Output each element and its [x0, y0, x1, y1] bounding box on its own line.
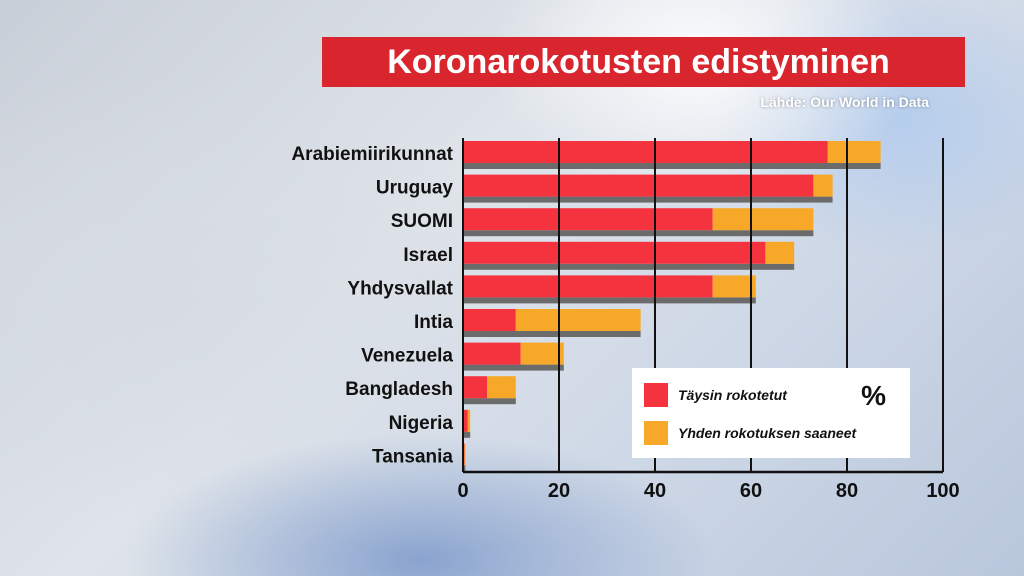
bar-one-dose: [467, 409, 471, 432]
category-label: Uruguay: [376, 178, 454, 199]
legend-unit: %: [861, 380, 886, 411]
bar-one-dose: [487, 376, 516, 399]
bar-shadow: [463, 163, 881, 169]
bar-one-dose: [520, 342, 564, 365]
x-tick-label: 80: [836, 480, 858, 502]
x-tick-label: 0: [457, 480, 468, 502]
bar-fully-vaccinated: [463, 342, 521, 365]
bar-fully-vaccinated: [463, 309, 516, 331]
bar-one-dose: [765, 241, 795, 264]
x-tick-label: 60: [740, 480, 762, 502]
bar-fully-vaccinated: [463, 141, 828, 163]
bar-one-dose: [464, 443, 466, 466]
legend-label-fully: Täysin rokotetut: [678, 387, 787, 403]
bar-shadow: [463, 465, 466, 472]
x-tick-label: 100: [926, 480, 959, 502]
category-label: Arabiemiirikunnat: [291, 144, 453, 165]
legend-item-fully: Täysin rokotetut: [644, 382, 787, 408]
chart-title: Koronarokotusten edistyminen: [322, 37, 965, 87]
bar-one-dose: [712, 275, 756, 298]
legend-item-one-dose: Yhden rokotuksen saaneet: [644, 420, 856, 446]
bar-one-dose: [515, 309, 641, 331]
bar-shadow: [463, 297, 756, 304]
bar-fully-vaccinated: [463, 241, 766, 264]
bar-shadow: [463, 431, 471, 438]
source-note: Lähde: Our World in Data: [760, 94, 929, 110]
x-tick-label: 40: [644, 480, 666, 502]
bar-one-dose: [712, 208, 814, 231]
bar-shadow: [463, 398, 516, 405]
legend-label-one-dose: Yhden rokotuksen saaneet: [678, 425, 857, 441]
bar-shadow: [463, 230, 814, 237]
bar-one-dose: [827, 141, 881, 163]
bar-one-dose: [813, 174, 833, 197]
category-label: Israel: [403, 245, 453, 266]
bar-fully-vaccinated: [463, 376, 487, 399]
legend-swatch-fully: [644, 383, 668, 407]
bar-shadow: [463, 196, 833, 203]
category-label: Nigeria: [389, 413, 454, 434]
bar-shadow: [463, 331, 641, 337]
category-label: Bangladesh: [345, 379, 453, 400]
legend-swatch-one-dose: [644, 421, 668, 445]
category-label: SUOMI: [391, 211, 453, 232]
category-label: Intia: [414, 312, 453, 333]
category-label: Yhdysvallat: [347, 278, 453, 299]
category-label: Venezuela: [361, 346, 453, 367]
bar-fully-vaccinated: [463, 275, 713, 298]
bar-fully-vaccinated: [463, 208, 713, 231]
category-label: Tansania: [372, 446, 453, 467]
bar-fully-vaccinated: [463, 174, 814, 197]
bar-shadow: [463, 364, 564, 371]
x-tick-label: 20: [548, 480, 570, 502]
bar-shadow: [463, 263, 795, 270]
chart-legend: Täysin rokotetut Yhden rokotuksen saanee…: [632, 368, 910, 458]
bar-fully-vaccinated: [463, 409, 468, 432]
